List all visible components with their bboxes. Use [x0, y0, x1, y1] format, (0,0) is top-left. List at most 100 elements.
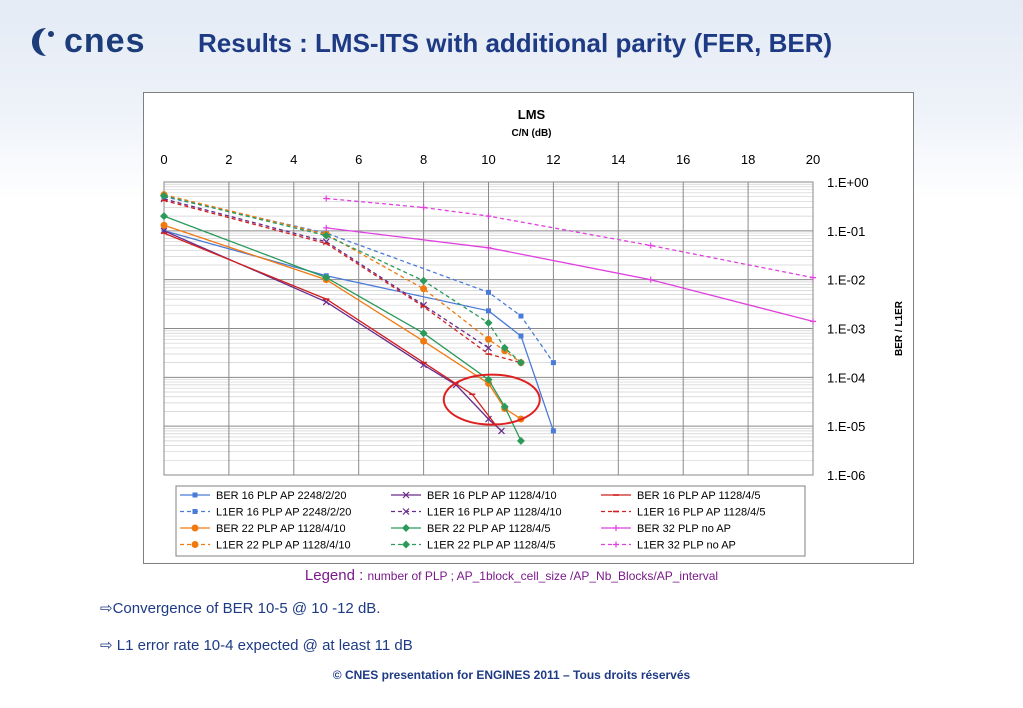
data-point: [516, 358, 525, 367]
bullet-convergence-text: Convergence of BER 10-5 @ 10 -12 dB.: [112, 600, 381, 617]
series-11: [323, 195, 816, 281]
data-point: [322, 273, 331, 282]
data-point: [420, 285, 428, 293]
series-line: [163, 198, 489, 349]
slide-title: Results : LMS-ITS with additional parity…: [198, 28, 833, 58]
data-point: [192, 492, 198, 498]
data-point: [402, 524, 410, 532]
x-tick-label: 6: [355, 152, 362, 167]
legend-caption-label: Legend :: [304, 567, 368, 584]
data-point: [191, 541, 199, 548]
data-point: [550, 360, 556, 366]
y-tick-label: 1.E-03: [827, 322, 865, 337]
chart-legend: BER 16 PLP AP 2248/2/20 BER 16 PLP AP 112…: [175, 485, 806, 557]
data-point: [402, 540, 410, 549]
legend-label: BER 16 PLP AP 1128/4/10: [427, 490, 557, 502]
legend-label: L1ER 22 PLP AP 1128/4/10: [216, 540, 351, 552]
data-point: [516, 436, 525, 445]
legend-caption: Legend : number of PLP ; AP_1block_cell_…: [0, 567, 1023, 584]
legend-label: L1ER 16 PLP AP 1128/4/5: [637, 507, 765, 519]
legend-box: [175, 485, 806, 557]
chart-svg: LMS C/N (dB) 0 2 4 6 8 10 12 14 16 18 20 1.E+00 1.E-01…: [160, 107, 905, 557]
series-7: [160, 212, 525, 445]
series-line: [326, 227, 814, 323]
data-point: [160, 212, 168, 221]
legend-item: BER 32 PLP no AP: [601, 523, 731, 535]
highlight-ellipse: [442, 373, 541, 426]
legend-label: BER 32 PLP no AP: [637, 523, 731, 535]
legend-item: BER 22 PLP AP 1128/4/5: [391, 523, 551, 535]
y-tick-label: 1.E+00: [827, 175, 869, 190]
x-tick-label: 4: [290, 152, 297, 167]
data-point: [484, 375, 493, 384]
bullet-convergence: ⇨Convergence of BER 10-5 @ 10 -12 dB.: [100, 599, 380, 617]
data-point: [486, 308, 491, 314]
data-point: [402, 508, 410, 515]
x-axis-label: C/N (dB): [512, 128, 552, 139]
legend-caption-detail: number of PLP ; AP_1block_cell_size /AP_…: [367, 569, 719, 583]
x-tick-label: 10: [481, 152, 495, 167]
data-point: [402, 491, 410, 499]
legend-item: L1ER 22 PLP AP 1128/4/10: [180, 540, 351, 552]
y-axis-label: BER / L1ER: [894, 300, 905, 356]
y-tick-label: 1.E-01: [827, 224, 865, 239]
arrow-icon: ⇨: [100, 600, 113, 617]
x-tick-label: 16: [676, 152, 690, 167]
legend-item: BER 16 PLP AP 1128/4/5: [601, 490, 761, 502]
x-tick-label: 8: [420, 152, 427, 167]
series-8: [323, 224, 816, 325]
data-point: [420, 337, 428, 345]
series-line: [163, 215, 522, 442]
legend-label: L1ER 16 PLP AP 2248/2/20: [216, 507, 351, 519]
x-tick-label: 14: [611, 152, 625, 167]
series-10: [160, 191, 525, 367]
chart-frame: LMS C/N (dB) 0 2 4 6 8 10 12 14 16 18 20 1.E+00 1.E-01…: [143, 92, 914, 564]
legend-item: BER 16 PLP AP 1128/4/10: [391, 490, 557, 502]
legend-label: L1ER 16 PLP AP 1128/4/10: [427, 507, 562, 519]
x-tick-label: 18: [741, 152, 755, 167]
bullet-l1-error: ⇨ L1 error rate 10-4 expected @ at least…: [100, 636, 413, 654]
legend-item: L1ER 16 PLP AP 1128/4/5: [601, 507, 765, 519]
data-point: [647, 242, 654, 249]
data-point: [191, 524, 199, 532]
y-tick-label: 1.E-02: [827, 273, 865, 288]
x-tick-label: 2: [225, 152, 232, 167]
data-point: [419, 329, 428, 338]
data-point: [498, 427, 505, 435]
legend-item: L1ER 22 PLP AP 1128/4/5: [391, 540, 555, 552]
legend-item: BER 22 PLP AP 1128/4/10: [180, 523, 346, 535]
cnes-swirl-icon: [32, 27, 54, 56]
data-point: [485, 415, 492, 423]
series-line: [163, 195, 522, 364]
y-tick-label: 1.E-04: [827, 370, 865, 385]
data-point: [192, 509, 198, 514]
legend-item: BER 16 PLP AP 2248/2/20: [180, 490, 346, 502]
data-point: [500, 402, 509, 411]
y-tick-label: 1.E-06: [827, 468, 865, 483]
footer-copyright: © CNES presentation for ENGINES 2011 – T…: [332, 668, 691, 682]
x-tick-label: 12: [546, 152, 560, 167]
data-point: [322, 231, 331, 240]
chart-title: LMS: [518, 107, 546, 122]
data-point: [160, 191, 168, 200]
data-point: [613, 525, 619, 531]
legend-label: L1ER 22 PLP AP 1128/4/5: [427, 540, 555, 552]
legend-label: BER 22 PLP AP 1128/4/5: [427, 523, 551, 535]
arrow-icon: ⇨: [100, 637, 113, 654]
data-point: [420, 204, 427, 211]
data-point: [485, 244, 492, 251]
data-point: [613, 541, 619, 548]
series-1: [160, 227, 505, 435]
legend-item: L1ER 16 PLP AP 2248/2/20: [180, 507, 351, 519]
cnes-logo: cnes: [30, 22, 146, 61]
logo-text: cnes: [64, 22, 146, 60]
data-point: [160, 221, 168, 229]
data-point: [323, 195, 330, 202]
bullet-l1-error-text: L1 error rate 10-4 expected @ at least 1…: [112, 637, 413, 654]
data-point: [419, 276, 428, 285]
data-point: [484, 318, 493, 327]
legend-label: L1ER 32 PLP no AP: [637, 540, 736, 552]
x-tick-label: 0: [160, 152, 167, 167]
data-point: [485, 213, 492, 220]
y-tick-label: 1.E-05: [827, 419, 865, 434]
